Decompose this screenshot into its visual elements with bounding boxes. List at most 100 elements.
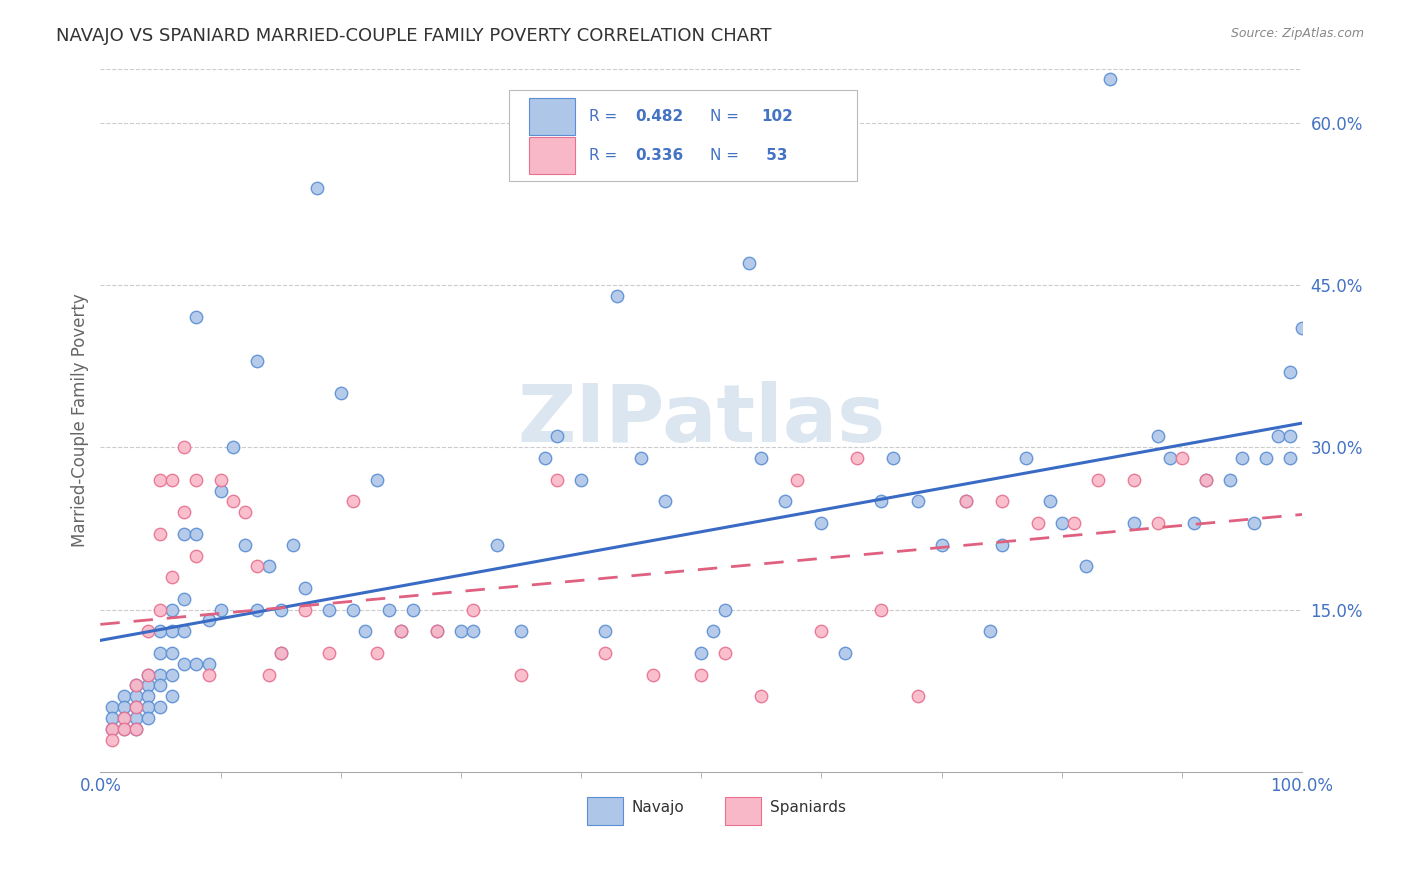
Point	[990, 494, 1012, 508]
Point	[101, 722, 124, 736]
Point	[173, 624, 195, 639]
Point	[450, 624, 472, 639]
Text: R =: R =	[589, 148, 623, 163]
Point	[112, 722, 135, 736]
Point	[714, 602, 737, 616]
Point	[186, 473, 208, 487]
Point	[461, 602, 484, 616]
Point	[186, 549, 208, 563]
Text: 0.336: 0.336	[636, 148, 683, 163]
Point	[1219, 473, 1241, 487]
Point	[138, 667, 160, 681]
Point	[173, 591, 195, 606]
Text: R =: R =	[589, 110, 623, 124]
Point	[810, 624, 832, 639]
Point	[1182, 516, 1205, 530]
Point	[389, 624, 412, 639]
Point	[101, 700, 124, 714]
Point	[1147, 516, 1170, 530]
Point	[690, 667, 713, 681]
Point	[990, 538, 1012, 552]
Point	[186, 310, 208, 325]
Point	[702, 624, 724, 639]
Point	[907, 690, 929, 704]
Point	[1195, 473, 1218, 487]
Point	[1291, 321, 1313, 335]
Point	[955, 494, 977, 508]
Text: Source: ZipAtlas.com: Source: ZipAtlas.com	[1230, 27, 1364, 40]
Point	[1147, 429, 1170, 443]
Point	[810, 516, 832, 530]
Point	[569, 473, 592, 487]
Point	[149, 667, 172, 681]
Point	[1267, 429, 1289, 443]
Point	[366, 473, 388, 487]
Point	[125, 722, 148, 736]
Point	[294, 581, 316, 595]
Point	[1279, 451, 1302, 466]
Y-axis label: Married-Couple Family Poverty: Married-Couple Family Poverty	[72, 293, 89, 547]
Point	[221, 494, 243, 508]
Point	[402, 602, 425, 616]
Point	[125, 678, 148, 692]
Text: Spaniards: Spaniards	[769, 799, 845, 814]
Point	[149, 527, 172, 541]
Point	[162, 667, 184, 681]
Point	[112, 711, 135, 725]
Point	[1074, 559, 1097, 574]
Point	[149, 678, 172, 692]
Point	[979, 624, 1001, 639]
Point	[1098, 72, 1121, 87]
Point	[257, 667, 280, 681]
Point	[173, 527, 195, 541]
Point	[654, 494, 676, 508]
Point	[162, 690, 184, 704]
Point	[233, 538, 256, 552]
Point	[738, 256, 761, 270]
Point	[245, 559, 267, 574]
Point	[197, 667, 219, 681]
Point	[342, 602, 364, 616]
Point	[221, 440, 243, 454]
Point	[546, 429, 568, 443]
Point	[138, 711, 160, 725]
Point	[1195, 473, 1218, 487]
Point	[112, 690, 135, 704]
Point	[149, 624, 172, 639]
Point	[125, 722, 148, 736]
Point	[162, 624, 184, 639]
Text: 53: 53	[761, 148, 787, 163]
Text: 102: 102	[761, 110, 793, 124]
Point	[510, 667, 533, 681]
Point	[366, 646, 388, 660]
Point	[186, 657, 208, 671]
FancyBboxPatch shape	[529, 137, 575, 174]
Point	[149, 700, 172, 714]
Point	[209, 473, 232, 487]
Point	[112, 700, 135, 714]
Point	[1279, 429, 1302, 443]
Point	[1279, 365, 1302, 379]
Point	[630, 451, 652, 466]
FancyBboxPatch shape	[529, 98, 575, 135]
Point	[485, 538, 508, 552]
Point	[1039, 494, 1062, 508]
Point	[112, 711, 135, 725]
Point	[149, 473, 172, 487]
Point	[1014, 451, 1036, 466]
Text: 0.482: 0.482	[636, 110, 683, 124]
Point	[245, 602, 267, 616]
Point	[270, 602, 292, 616]
Point	[125, 690, 148, 704]
Point	[377, 602, 399, 616]
Point	[546, 473, 568, 487]
Point	[138, 700, 160, 714]
Point	[643, 667, 665, 681]
Point	[173, 440, 195, 454]
Point	[101, 732, 124, 747]
FancyBboxPatch shape	[509, 89, 858, 181]
Point	[593, 646, 616, 660]
Text: N =: N =	[710, 110, 744, 124]
Point	[162, 602, 184, 616]
Text: N =: N =	[710, 148, 744, 163]
